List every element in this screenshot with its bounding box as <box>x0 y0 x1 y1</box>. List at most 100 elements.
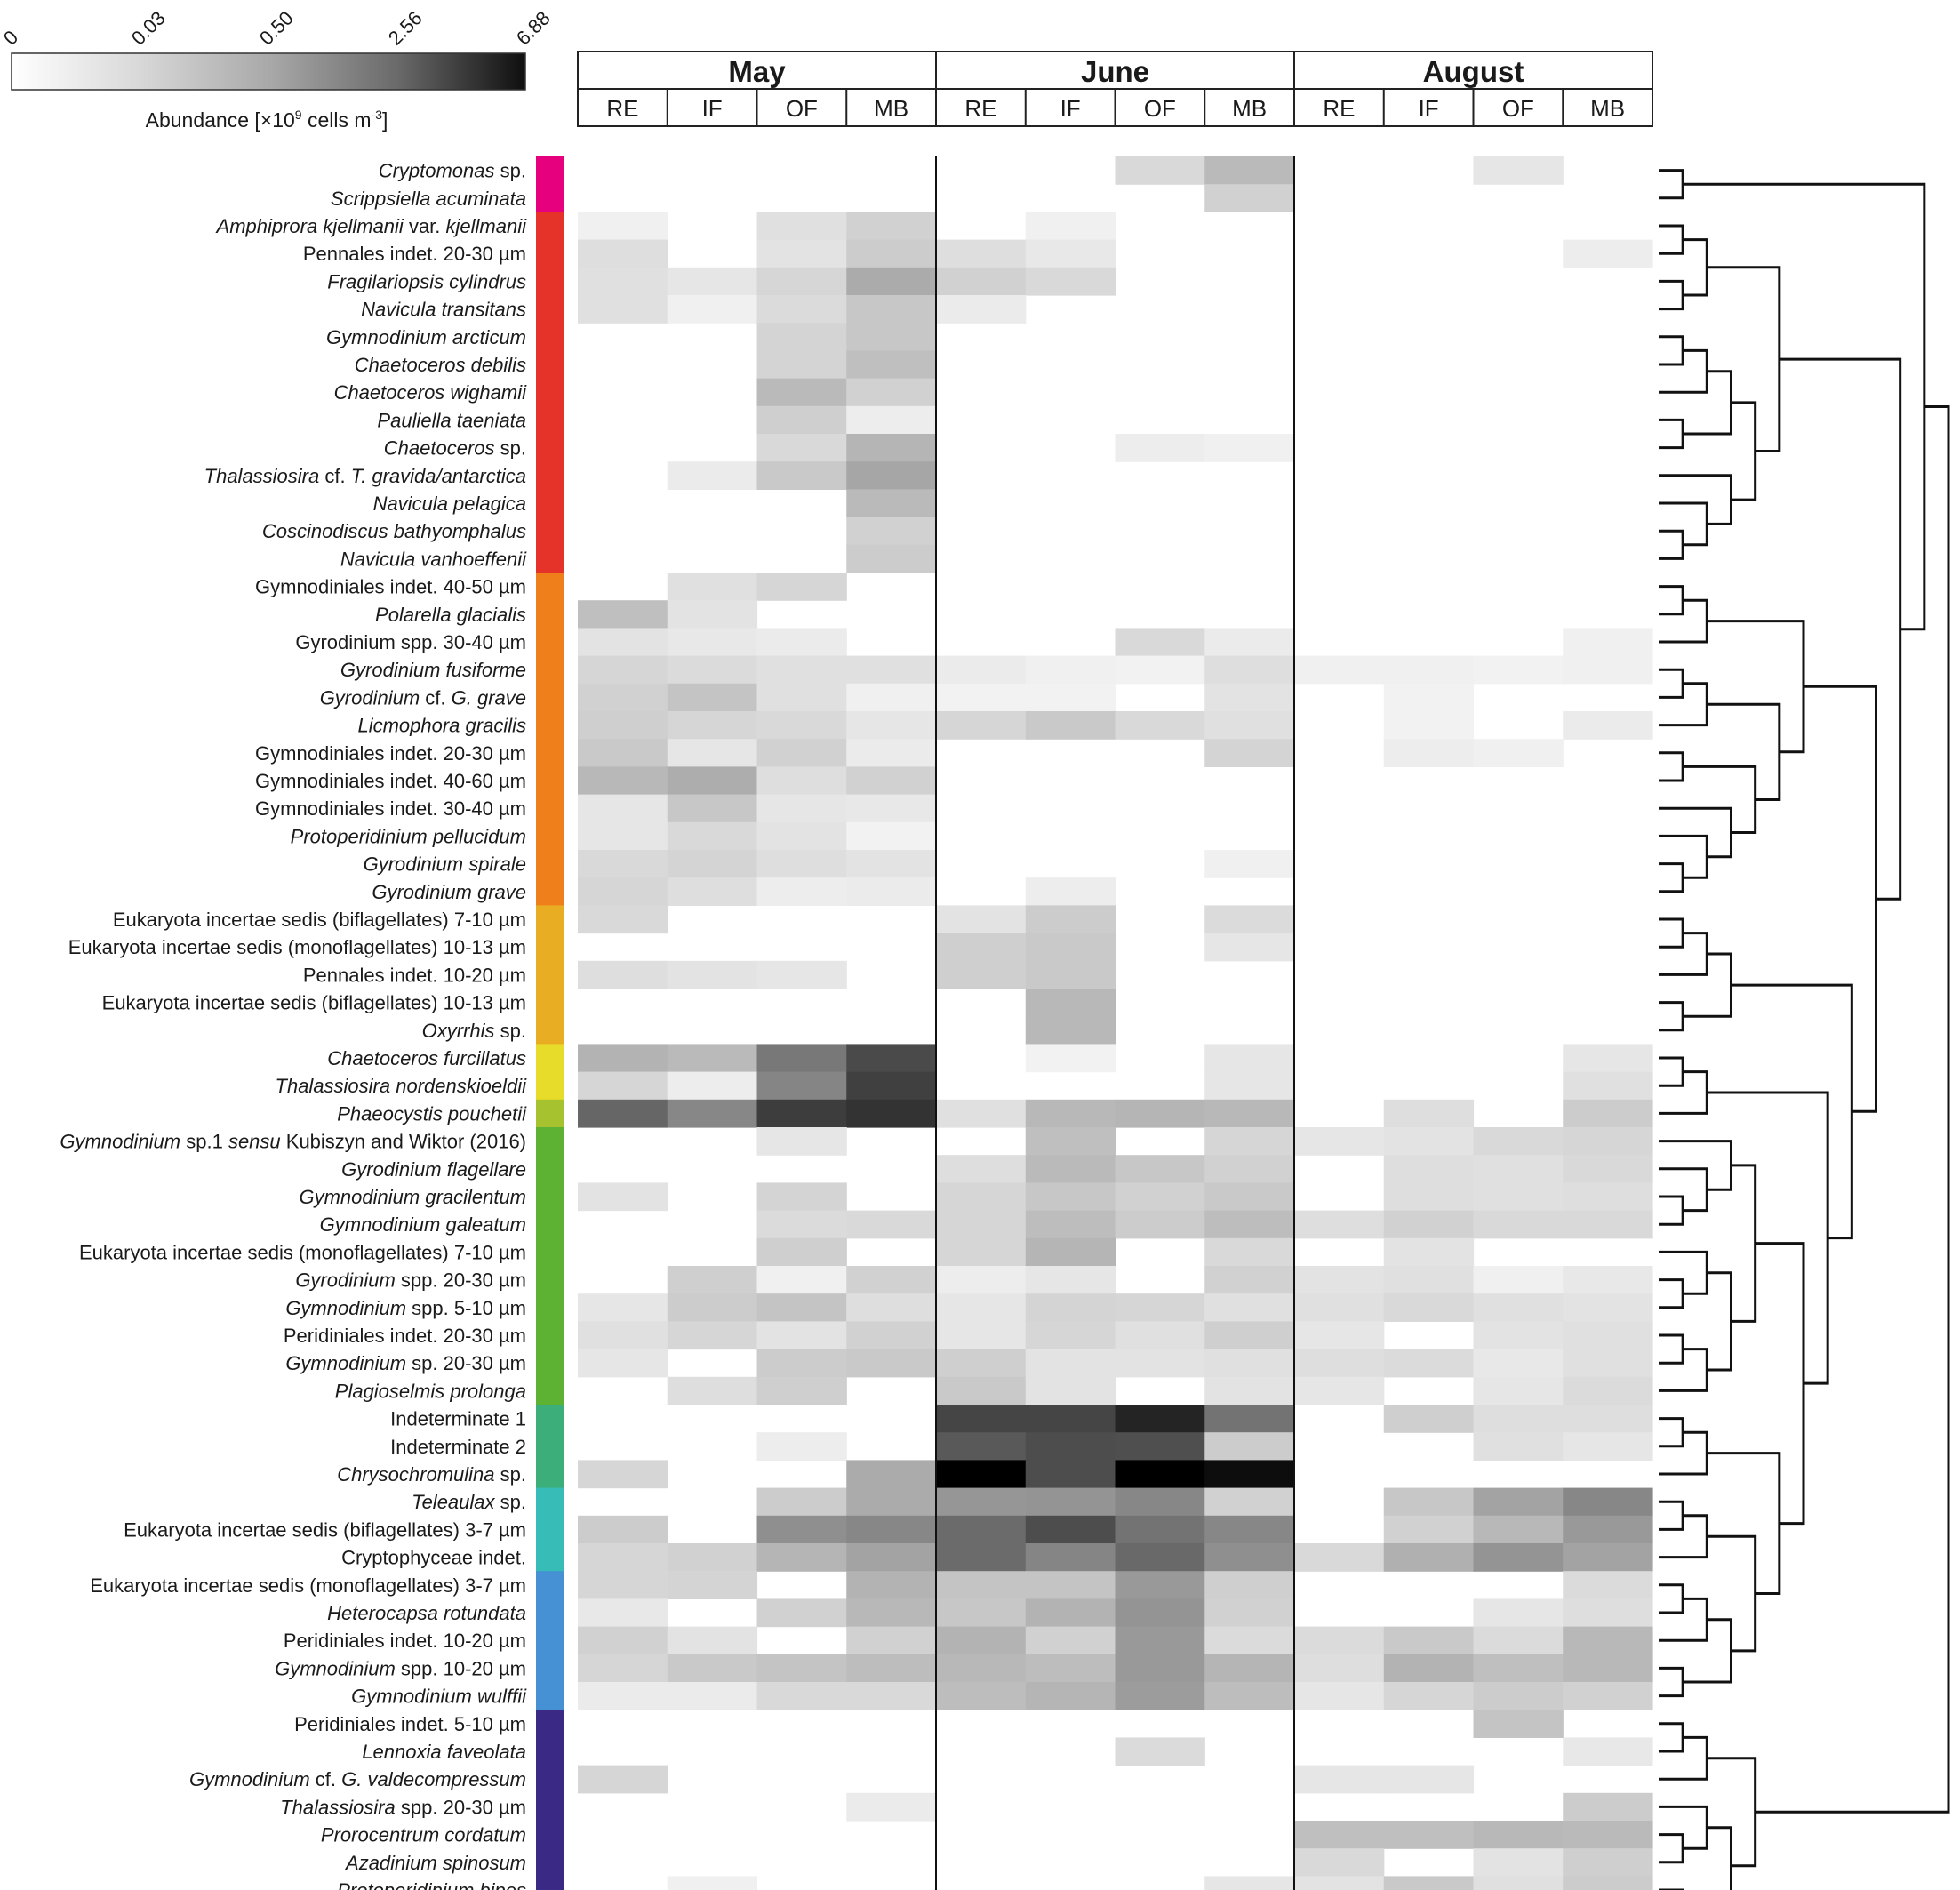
dendrogram-branch <box>1755 405 1950 1814</box>
heatmap-cell <box>846 739 937 767</box>
dendrogram-branch <box>1659 862 1684 893</box>
dendrogram-branch <box>1659 932 1708 976</box>
heatmap-cell <box>846 405 937 435</box>
taxon-label: Gyrodinium spp. 20-30 µm <box>295 1269 526 1292</box>
heatmap-cell <box>1473 1127 1564 1156</box>
heatmap-cell <box>578 1765 668 1794</box>
taxon-label: Peridiniales indet. 20-30 µm <box>284 1325 526 1347</box>
heatmap-cell <box>1204 1876 1295 1890</box>
dendrogram-branch <box>1659 1833 1684 1864</box>
heatmap-cell <box>756 323 847 351</box>
heatmap-cell <box>936 295 1027 324</box>
group-color-block <box>536 1405 564 1489</box>
group-color-block <box>536 1571 564 1710</box>
taxon-label: Heterocapsa rotundata <box>327 1602 526 1624</box>
dendrogram-branch <box>1659 1735 1708 1781</box>
heatmap-cell <box>756 877 847 906</box>
heatmap-cell <box>667 1682 758 1710</box>
heatmap-cell <box>756 267 847 296</box>
heatmap-cell <box>1025 989 1116 1017</box>
heatmap-cell <box>1563 1349 1653 1378</box>
month-label: August <box>1423 55 1524 88</box>
heatmap-cell <box>578 1682 668 1710</box>
heatmap-cell <box>667 821 758 851</box>
dendrogram-branch <box>1659 1514 1708 1559</box>
taxon-label: Gymnodinium spp. 10-20 µm <box>275 1657 526 1679</box>
heatmap-cell <box>667 295 758 324</box>
taxon-label: Eukaryota incertae sedis (monoflagellate… <box>90 1574 526 1597</box>
taxon-label: Gymnodiniales indet. 40-50 µm <box>255 576 526 598</box>
heatmap-cell <box>1115 655 1205 685</box>
dendrogram-branch <box>1683 765 1757 834</box>
heatmap-cell <box>936 1293 1027 1322</box>
heatmap-cell <box>1473 1182 1564 1212</box>
station-label: IF <box>702 95 723 122</box>
heatmap-cell <box>756 1099 847 1128</box>
heatmap-cell <box>846 1598 937 1628</box>
heatmap-cell <box>578 1071 668 1101</box>
heatmap-cell <box>1473 1626 1564 1655</box>
heatmap-cell <box>756 1321 847 1350</box>
heatmap-cell <box>578 1321 668 1350</box>
heatmap-cell <box>578 766 668 796</box>
colorbar-tick-label: 0 <box>0 26 22 49</box>
heatmap-cell <box>846 350 937 380</box>
heatmap-cell <box>1204 1405 1295 1433</box>
taxon-label: Gymnodinium cf. G. valdecompressum <box>189 1768 526 1790</box>
taxon-label: Chaetoceros furcillatus <box>327 1047 526 1069</box>
heatmap-cell <box>846 1543 937 1572</box>
heatmap-cell <box>1563 1821 1653 1849</box>
taxon-label: Chaetoceros debilis <box>355 354 526 376</box>
heatmap-cell <box>1383 1349 1475 1378</box>
heatmap-cell <box>1025 1571 1116 1599</box>
heatmap-cell <box>1115 711 1205 740</box>
heatmap-cell <box>1204 1071 1295 1101</box>
heatmap-cell <box>1204 1321 1295 1350</box>
group-color-block <box>536 1044 564 1101</box>
heatmap-cell <box>1563 1432 1653 1461</box>
heatmap-cell <box>846 1654 937 1683</box>
heatmap-cell <box>1383 1405 1475 1433</box>
heatmap-cell <box>667 766 758 796</box>
heatmap-cell <box>1473 1210 1564 1239</box>
colorbar-gradient <box>11 52 526 91</box>
taxon-label: Prorocentrum cordatum <box>321 1824 526 1846</box>
heatmap-cell <box>1563 1099 1653 1128</box>
heatmap-cell <box>756 1293 847 1322</box>
heatmap-cell <box>756 1654 847 1683</box>
heatmap-cell <box>936 1571 1027 1599</box>
heatmap-cell <box>756 1071 847 1101</box>
heatmap-cell <box>756 628 847 657</box>
taxon-label: Gyrodinium spp. 30-40 µm <box>295 631 526 653</box>
dendrogram-branch <box>1683 238 1708 297</box>
heatmap-cell <box>1383 1654 1475 1683</box>
heatmap-cell <box>1025 239 1116 268</box>
dendrogram-branch <box>1659 1195 1684 1226</box>
taxon-label: Pennales indet. 20-30 µm <box>303 243 526 265</box>
heatmap-cell <box>936 1460 1027 1489</box>
heatmap-cell <box>1204 739 1295 767</box>
heatmap-cell <box>1204 1044 1295 1073</box>
heatmap-cell <box>1115 1349 1205 1378</box>
heatmap-cell <box>1563 1598 1653 1628</box>
heatmap-cell <box>1563 1543 1653 1572</box>
heatmap-cell <box>1383 1293 1475 1322</box>
dendrogram-branch <box>1707 1271 1732 1372</box>
heatmap-cell <box>1383 655 1475 685</box>
heatmap-cell <box>756 1543 847 1572</box>
dendrogram-branch <box>1659 1167 1708 1213</box>
heatmap-cell <box>667 655 758 685</box>
heatmap-cell <box>1563 1626 1653 1655</box>
dendrogram-branch <box>1659 806 1732 859</box>
heatmap-cell <box>667 1071 758 1101</box>
heatmap-cell <box>578 295 668 324</box>
dendrogram-branch <box>1707 266 1781 452</box>
heatmap-cell <box>1025 1044 1116 1073</box>
heatmap-cell <box>1563 1210 1653 1239</box>
heatmap-cell <box>1294 1266 1385 1294</box>
heatmap-cell <box>1025 1016 1116 1045</box>
heatmap-cell <box>578 1571 668 1599</box>
heatmap-cell <box>1294 1349 1385 1378</box>
taxon-label: Gyrodinium spirale <box>364 853 526 876</box>
heatmap-cell <box>756 1376 847 1405</box>
